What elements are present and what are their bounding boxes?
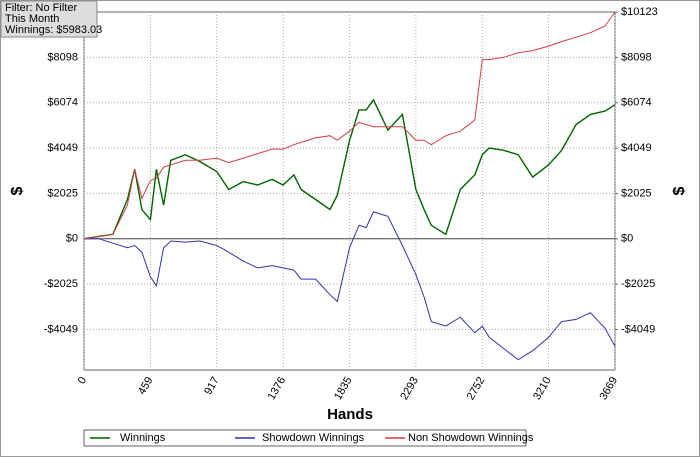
y-tick-label: $8098: [47, 51, 78, 63]
info-text: Winnings: $5983.03: [5, 24, 102, 36]
plot-area: [83, 11, 616, 371]
legend: [83, 429, 527, 447]
x-tick-label: 0: [76, 375, 89, 386]
legend-label: Winnings: [120, 432, 166, 444]
y-tick-label: $4049: [47, 142, 78, 154]
info-box: [0, 0, 98, 38]
y2-tick-label: $8098: [621, 51, 652, 63]
y2-tick-label: -$4049: [621, 323, 655, 335]
y-tick-label: $2025: [47, 187, 78, 199]
y2-tick-label: $0: [621, 233, 633, 245]
info-text: This Month: [5, 13, 59, 25]
y2-tick-label: $2025: [621, 187, 652, 199]
info-text: Filter: No Filter: [5, 2, 77, 14]
series-line: [84, 211, 616, 361]
series-line: [83, 11, 616, 240]
y-tick-label: $0: [66, 233, 78, 245]
y2-tick-label: $6074: [621, 97, 652, 109]
y2-axis-title: $: [671, 186, 688, 195]
plot: [83, 11, 616, 370]
y-tick-label: -$4049: [44, 323, 78, 335]
y2-tick-label: $10123: [621, 6, 658, 18]
legend-label: Showdown Winnings: [262, 432, 365, 444]
y-tick-label: -$2025: [44, 278, 78, 290]
x-axis-title: Hands: [327, 406, 373, 423]
legend-label: Non Showdown Winnings: [408, 432, 534, 444]
y2-tick-label: -$2025: [621, 278, 655, 290]
series-line: [83, 98, 616, 240]
y2-tick-label: $4049: [621, 142, 652, 154]
y-tick-label: $6074: [47, 97, 78, 109]
y-axis-title: $: [9, 186, 26, 195]
